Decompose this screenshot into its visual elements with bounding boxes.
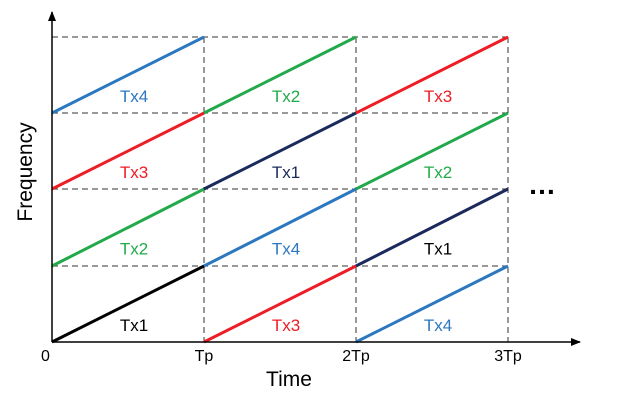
- chirp-tx2-line: [203, 35, 357, 115]
- chirp-tx3-label: Tx3: [272, 316, 300, 335]
- chirp-tx1-line: [203, 111, 357, 191]
- chirp-tx1-label: Tx1: [272, 163, 300, 182]
- chirp-tx3-label: Tx3: [120, 163, 148, 182]
- x-tick-label: 3Tp: [494, 348, 522, 365]
- chirp-tx2-label: Tx2: [424, 163, 452, 182]
- chirp-tx1-label: Tx1: [120, 316, 148, 335]
- chirp-tx4-line: [51, 35, 205, 115]
- chirp-tx2-line: [51, 187, 205, 268]
- chirp-tx2-line: [355, 111, 509, 191]
- dashed-grid: [52, 36, 509, 342]
- chirp-tx1-line: [355, 187, 509, 268]
- chirp-tx3-line: [203, 264, 357, 344]
- chirp-segments: Tx1 Tx2 Tx3 Tx4 Tx3 Tx4 Tx1 Tx2 Tx4 Tx1 Tx2 Tx3: [51, 35, 509, 344]
- chirp-tx1-label: Tx1: [424, 240, 452, 259]
- x-axis-title: Time: [266, 368, 312, 391]
- x-tick-label: 2Tp: [342, 348, 370, 365]
- chirp-tx4-label: Tx4: [120, 87, 148, 106]
- chirp-tx2-label: Tx2: [120, 240, 148, 259]
- origin-label: 0: [41, 348, 50, 365]
- chirp-tx1-line: [51, 264, 205, 344]
- y-axis-title: Frequency: [14, 122, 37, 222]
- chirp-tx4-label: Tx4: [272, 240, 300, 259]
- chirp-tx2-label: Tx2: [272, 87, 300, 106]
- chirp-tx3-line: [51, 111, 205, 191]
- chirp-tx3-line: [355, 35, 509, 115]
- chirp-tx4-line: [355, 264, 509, 344]
- x-tick-labels: Tp 2Tp 3Tp: [195, 348, 522, 365]
- continuation-ellipsis: …: [528, 169, 556, 200]
- chirp-tx4-line: [203, 187, 357, 268]
- x-tick-label: Tp: [195, 348, 214, 365]
- chirp-tx4-label: Tx4: [424, 316, 452, 335]
- chirp-tx3-label: Tx3: [424, 87, 452, 106]
